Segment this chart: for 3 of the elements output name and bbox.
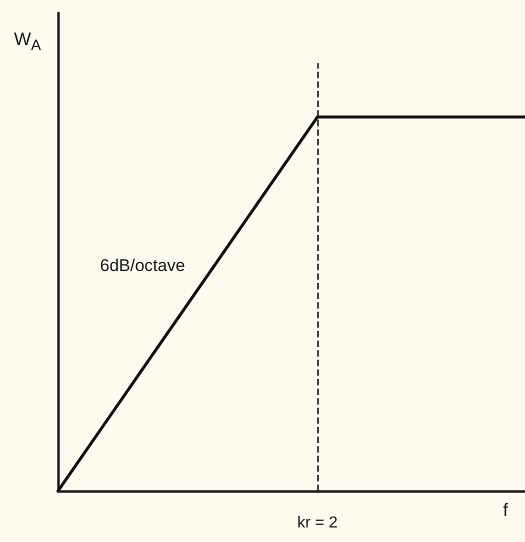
annotation: 6dB/octave [100,256,186,275]
x-axis-title: f [503,500,509,520]
text: kr = 2 [297,514,338,532]
